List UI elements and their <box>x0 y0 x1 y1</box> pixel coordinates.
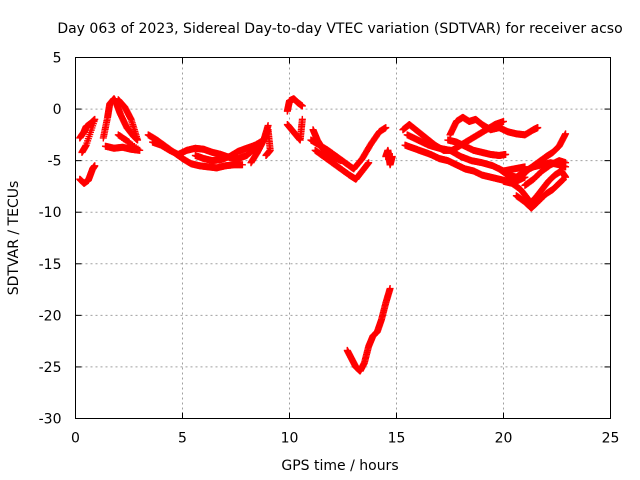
data-points <box>76 95 570 375</box>
series-s19 <box>446 113 542 139</box>
data-point <box>125 138 133 146</box>
series-s01 <box>76 162 99 187</box>
series-s13 <box>309 126 345 165</box>
data-point <box>78 148 86 156</box>
series-s12 <box>311 146 373 183</box>
data-point <box>262 151 270 159</box>
series-s25 <box>495 159 570 181</box>
x-tick-label: 10 <box>281 431 299 447</box>
data-point <box>388 153 396 161</box>
y-tick-label: 5 <box>53 51 62 67</box>
data-point <box>562 130 570 138</box>
data-point <box>91 162 99 170</box>
y-tick-label: -20 <box>39 308 62 324</box>
series-s22 <box>512 175 567 212</box>
x-tick-label: 15 <box>388 431 406 447</box>
data-point <box>114 96 122 104</box>
y-axis-title: SDTVAR / TECUs <box>6 181 22 296</box>
series-s10 <box>283 115 306 144</box>
y-tick-label: -10 <box>39 205 62 221</box>
data-point <box>238 161 246 169</box>
data-point <box>298 115 306 123</box>
grid <box>75 57 611 419</box>
data-point <box>386 285 394 293</box>
series-s17 <box>401 141 529 185</box>
axis-ticks: 0 5 10 15 20 25 -30 -25 -20 -15 -10 -5 0 5 <box>39 51 620 447</box>
plot-frame <box>75 57 611 419</box>
series-s04 <box>101 131 144 154</box>
x-tick-label: 25 <box>602 431 620 447</box>
y-tick-label: -25 <box>39 360 62 376</box>
data-point <box>365 159 373 167</box>
series-s15 <box>382 146 396 169</box>
x-tick-label: 0 <box>71 431 80 447</box>
data-point <box>337 157 345 165</box>
series-s03 <box>99 95 142 144</box>
data-point <box>534 124 542 132</box>
chart-title: Day 063 of 2023, Sidereal Day-to-day VTE… <box>57 21 622 37</box>
series-s20 <box>444 136 510 159</box>
data-point <box>500 117 507 125</box>
series-s09 <box>283 95 306 115</box>
series-s02 <box>76 115 99 156</box>
data-point <box>382 124 390 132</box>
data-point <box>562 163 570 171</box>
x-tick-label: 20 <box>495 431 513 447</box>
y-tick-label: 0 <box>53 102 62 118</box>
series-s21 <box>500 167 570 208</box>
series-s08 <box>247 126 274 167</box>
y-tick-label: -5 <box>48 154 62 170</box>
data-point <box>298 102 306 110</box>
data-point <box>502 150 510 158</box>
x-axis-title: GPS time / hours <box>281 458 398 474</box>
series-s14 <box>343 285 394 375</box>
x-tick-label: 5 <box>178 431 187 447</box>
y-tick-label: -15 <box>39 257 62 273</box>
data-point <box>559 175 567 183</box>
y-tick-label: -30 <box>39 412 62 428</box>
